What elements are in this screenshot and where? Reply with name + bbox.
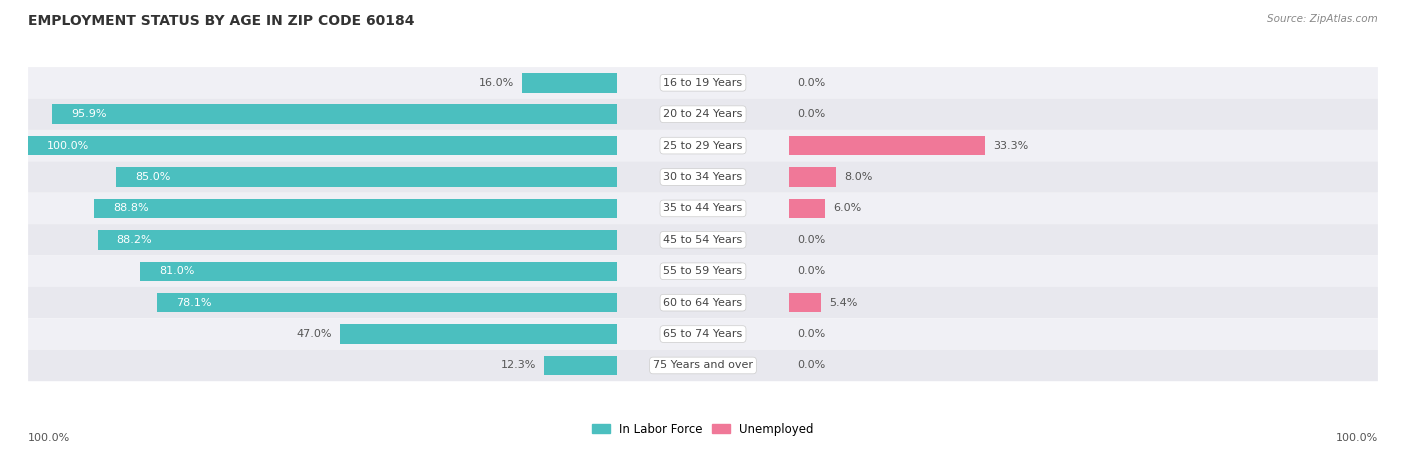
FancyBboxPatch shape xyxy=(28,130,1378,161)
Bar xyxy=(789,293,821,313)
Text: 60 to 64 Years: 60 to 64 Years xyxy=(664,298,742,308)
FancyBboxPatch shape xyxy=(28,256,1378,287)
FancyBboxPatch shape xyxy=(28,161,1378,193)
FancyBboxPatch shape xyxy=(28,98,1378,130)
Text: EMPLOYMENT STATUS BY AGE IN ZIP CODE 60184: EMPLOYMENT STATUS BY AGE IN ZIP CODE 601… xyxy=(28,14,415,28)
Text: 88.2%: 88.2% xyxy=(117,235,152,245)
Text: 78.1%: 78.1% xyxy=(176,298,211,308)
Bar xyxy=(97,230,617,249)
Bar xyxy=(52,105,617,124)
Legend: In Labor Force, Unemployed: In Labor Force, Unemployed xyxy=(588,418,818,440)
Text: 0.0%: 0.0% xyxy=(797,78,825,88)
Bar xyxy=(789,199,825,218)
FancyBboxPatch shape xyxy=(28,287,1378,318)
Text: 100.0%: 100.0% xyxy=(28,433,70,443)
Text: 12.3%: 12.3% xyxy=(501,360,536,370)
Bar xyxy=(789,136,986,155)
Bar xyxy=(117,167,617,187)
Bar xyxy=(157,293,617,313)
Text: 45 to 54 Years: 45 to 54 Years xyxy=(664,235,742,245)
Text: 88.8%: 88.8% xyxy=(112,203,149,213)
Bar xyxy=(544,356,617,375)
Text: 5.4%: 5.4% xyxy=(830,298,858,308)
Text: 0.0%: 0.0% xyxy=(797,266,825,276)
Bar xyxy=(141,262,617,281)
Text: 30 to 34 Years: 30 to 34 Years xyxy=(664,172,742,182)
Text: 35 to 44 Years: 35 to 44 Years xyxy=(664,203,742,213)
Text: 81.0%: 81.0% xyxy=(159,266,194,276)
Text: 8.0%: 8.0% xyxy=(845,172,873,182)
Text: 100.0%: 100.0% xyxy=(1336,433,1378,443)
Text: 55 to 59 Years: 55 to 59 Years xyxy=(664,266,742,276)
Text: 16.0%: 16.0% xyxy=(479,78,515,88)
FancyBboxPatch shape xyxy=(28,350,1378,381)
Bar xyxy=(789,167,837,187)
Text: 0.0%: 0.0% xyxy=(797,360,825,370)
Text: 75 Years and over: 75 Years and over xyxy=(652,360,754,370)
Text: 47.0%: 47.0% xyxy=(297,329,332,339)
Text: 0.0%: 0.0% xyxy=(797,235,825,245)
FancyBboxPatch shape xyxy=(28,193,1378,224)
Text: 0.0%: 0.0% xyxy=(797,109,825,119)
Text: 16 to 19 Years: 16 to 19 Years xyxy=(664,78,742,88)
Text: 20 to 24 Years: 20 to 24 Years xyxy=(664,109,742,119)
Text: 65 to 74 Years: 65 to 74 Years xyxy=(664,329,742,339)
Bar xyxy=(94,199,617,218)
Text: 100.0%: 100.0% xyxy=(46,141,89,151)
Bar xyxy=(523,73,617,92)
Bar xyxy=(340,324,617,344)
Text: 33.3%: 33.3% xyxy=(994,141,1029,151)
Text: 6.0%: 6.0% xyxy=(832,203,860,213)
FancyBboxPatch shape xyxy=(28,224,1378,256)
Text: 25 to 29 Years: 25 to 29 Years xyxy=(664,141,742,151)
Text: 85.0%: 85.0% xyxy=(135,172,170,182)
FancyBboxPatch shape xyxy=(28,318,1378,350)
Text: Source: ZipAtlas.com: Source: ZipAtlas.com xyxy=(1267,14,1378,23)
FancyBboxPatch shape xyxy=(28,67,1378,98)
Bar xyxy=(28,136,617,155)
Text: 95.9%: 95.9% xyxy=(72,109,107,119)
Text: 0.0%: 0.0% xyxy=(797,329,825,339)
